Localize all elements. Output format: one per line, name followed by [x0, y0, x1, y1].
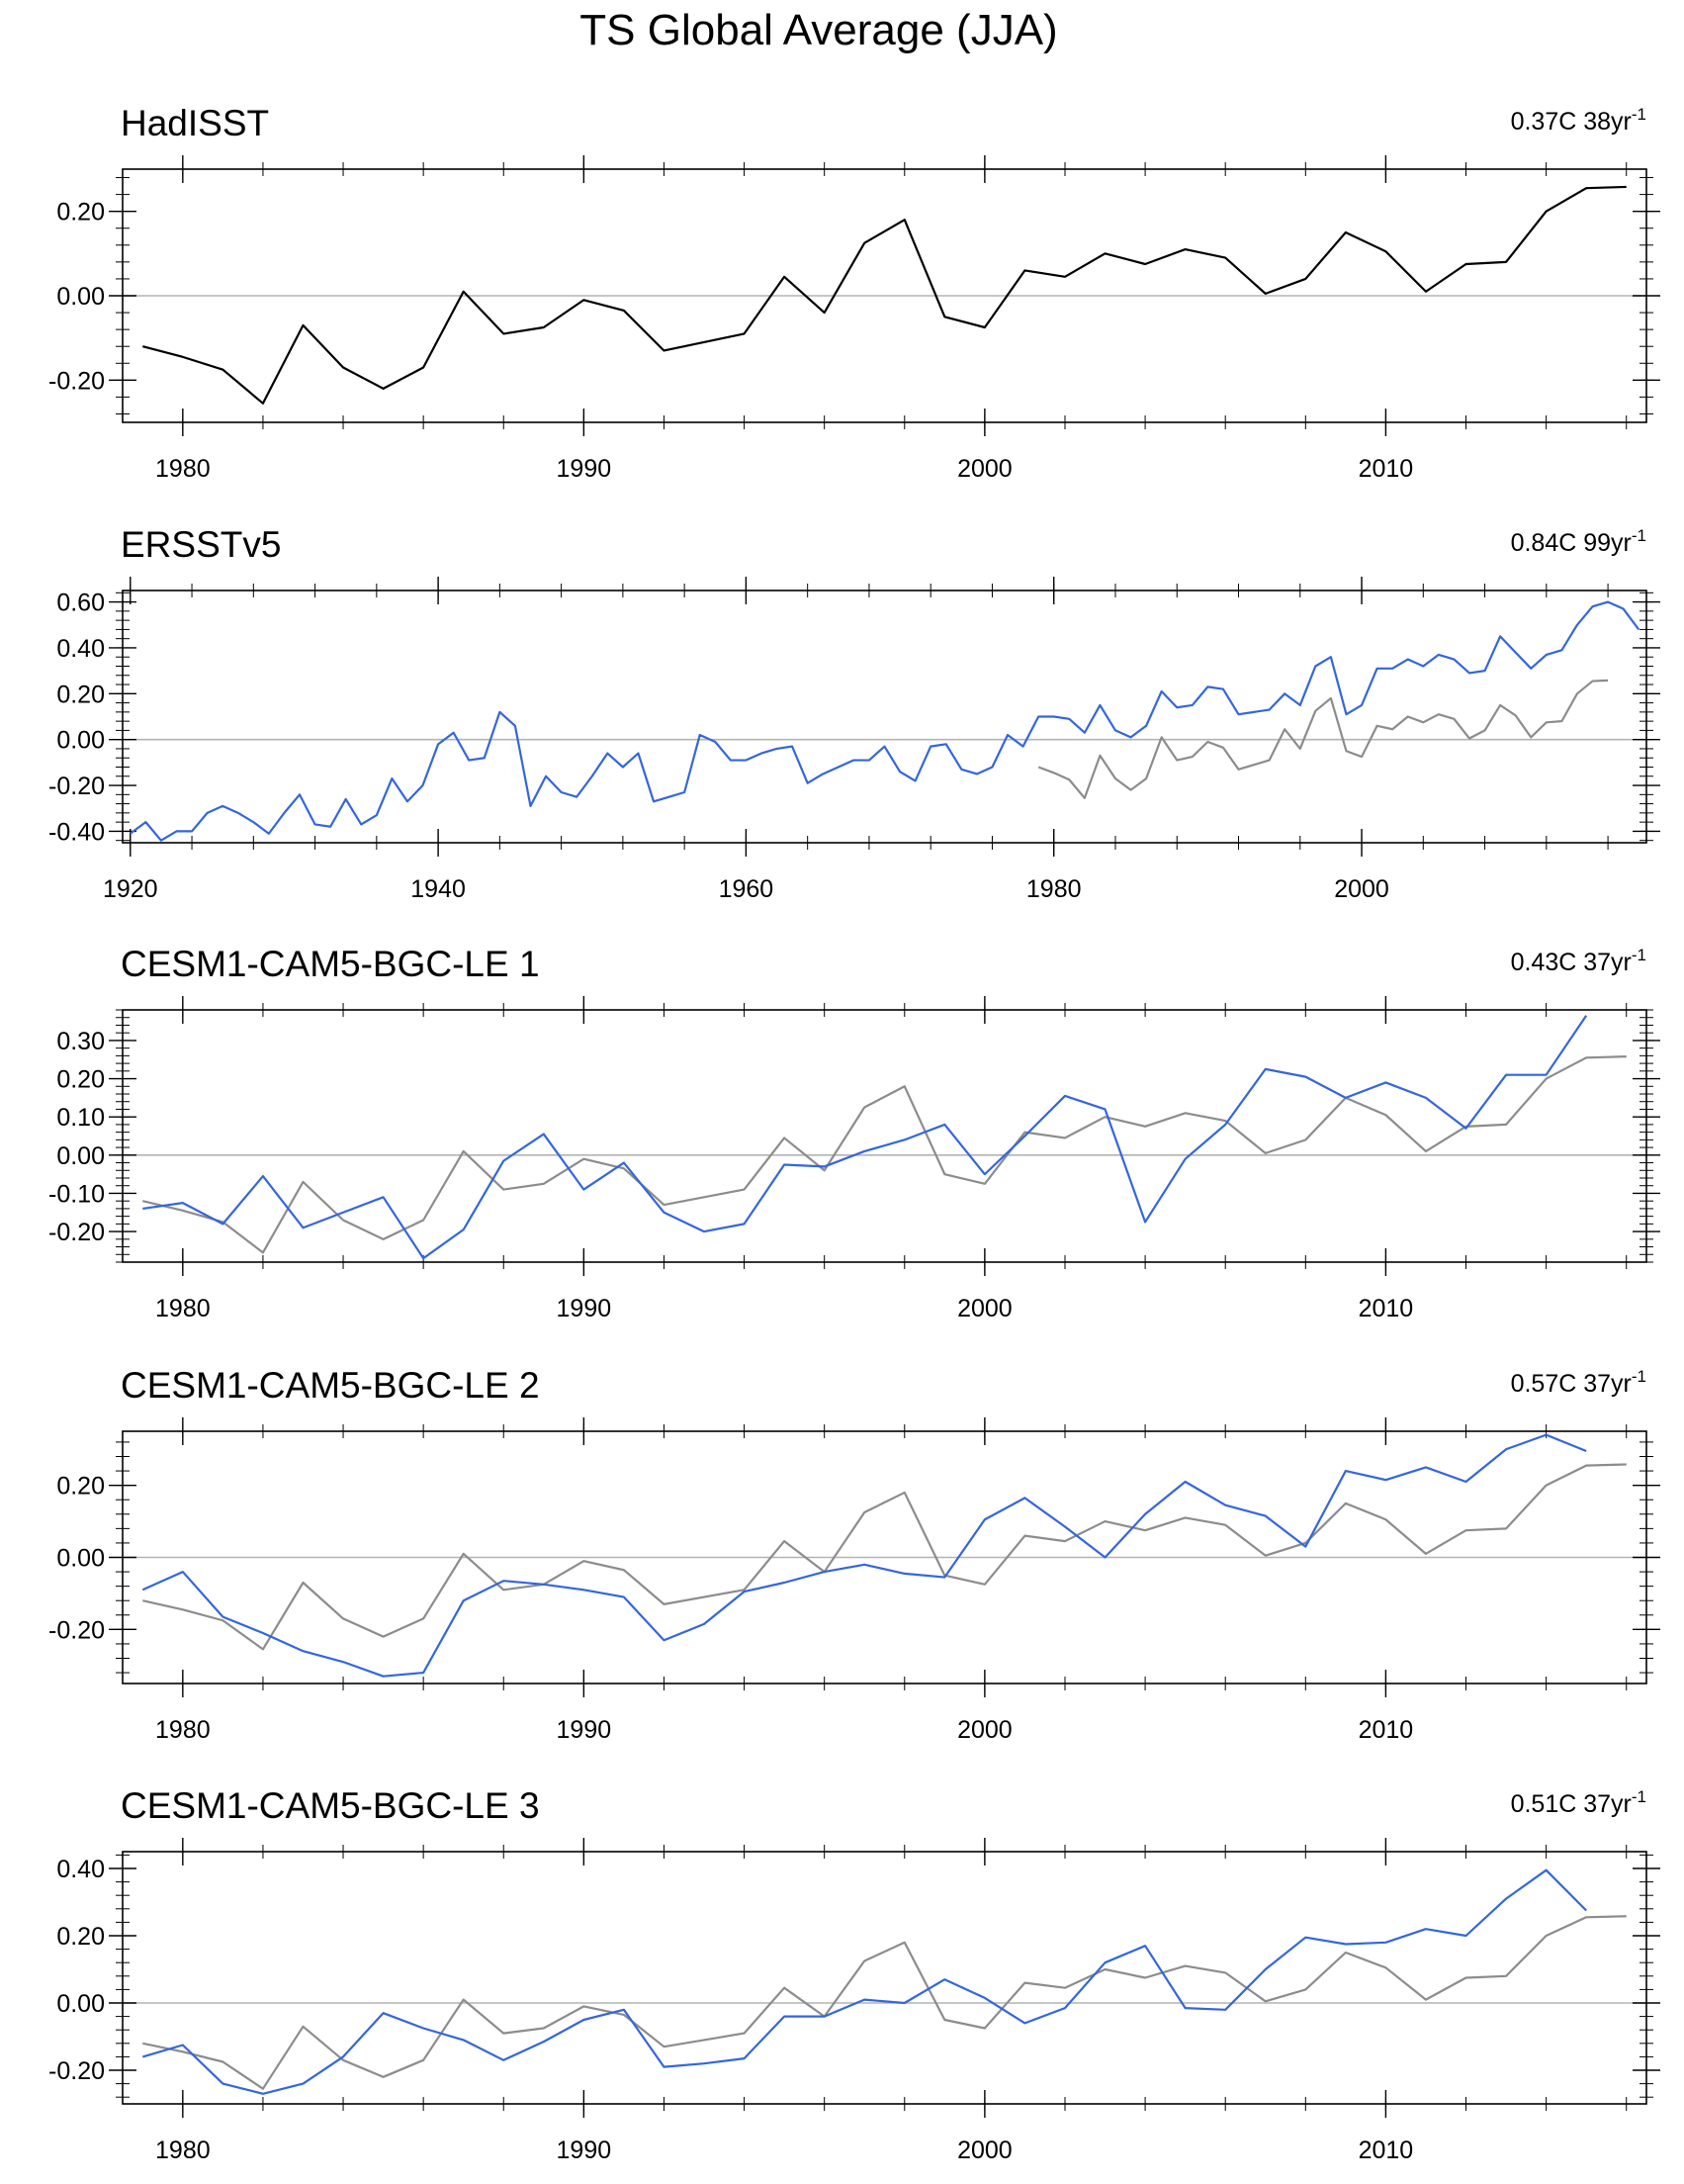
series-line-observed [142, 185, 1627, 405]
panel-title: ERSSTv5 [121, 524, 281, 565]
plot-frame [122, 1851, 1647, 2105]
x-tick-label: 2010 [1359, 2137, 1414, 2164]
chart-panel: CESM1-CAM5-BGC-LE 1 0.43C 37yr-1 -0.20 -0.1… [48, 944, 1660, 1322]
figure-title: TS Global Average (JJA) [579, 6, 1057, 54]
trend-exponent: -1 [1632, 1787, 1646, 1806]
series-line-model [130, 600, 1640, 842]
trend-value: 0.37C 38yr [1511, 108, 1632, 136]
y-tick-label: -0.20 [48, 1616, 105, 1644]
chart-panel: HadISST 0.37C 38yr-1 -0.20 0.00 0.20 1980 1990… [48, 103, 1660, 483]
x-tick-label: 1980 [155, 1295, 211, 1322]
x-tick-label: 2000 [957, 2137, 1013, 2164]
x-tick-label: 2010 [1359, 1295, 1414, 1322]
y-tick-label: 0.00 [56, 1545, 105, 1573]
plot-frame [122, 1430, 1647, 1684]
x-tick-label: 2000 [957, 1716, 1013, 1744]
y-tick-label: 0.40 [56, 635, 105, 663]
series-line-model [142, 1015, 1588, 1260]
y-tick-label: 0.60 [56, 590, 105, 617]
trend-value: 0.43C 37yr [1511, 949, 1632, 976]
x-tick-label: 1940 [410, 875, 466, 903]
y-tick-label: -0.20 [48, 1219, 105, 1246]
y-tick-label: -0.10 [48, 1180, 105, 1208]
trend-label: 0.37C 38yr-1 [1511, 105, 1646, 136]
series-line-reference [1037, 679, 1609, 799]
plot-frame [122, 168, 1647, 423]
series-line-reference [142, 1463, 1627, 1651]
x-tick-label: 1920 [103, 875, 158, 903]
x-tick-label: 1990 [557, 455, 612, 483]
panel-title: CESM1-CAM5-BGC-LE 1 [121, 944, 540, 984]
series-line-reference [142, 1915, 1627, 2090]
x-tick-label: 2010 [1359, 455, 1414, 483]
panel-title: CESM1-CAM5-BGC-LE 3 [121, 1785, 540, 1826]
chart-panel: ERSSTv5 0.84C 99yr-1 -0.40 -0.20 0.00 0.20 0.4… [48, 524, 1660, 903]
x-tick-label: 1980 [155, 1716, 211, 1744]
series-line-model [141, 1433, 1587, 1678]
y-tick-label: 0.20 [56, 199, 105, 227]
trend-exponent: -1 [1632, 946, 1646, 964]
trend-label: 0.57C 37yr-1 [1511, 1367, 1646, 1398]
x-tick-label: 1980 [155, 2137, 211, 2164]
y-tick-label: 0.30 [56, 1028, 105, 1055]
x-tick-label: 1960 [719, 875, 774, 903]
x-tick-label: 2000 [957, 455, 1013, 483]
y-tick-label: -0.40 [48, 818, 105, 846]
x-tick-label: 1980 [155, 455, 211, 483]
y-tick-label: 0.40 [56, 1856, 105, 1883]
trend-value: 0.84C 99yr [1511, 529, 1632, 557]
trend-label: 0.51C 37yr-1 [1511, 1787, 1646, 1818]
series-line-model [141, 1868, 1587, 2095]
trend-exponent: -1 [1632, 105, 1646, 124]
x-tick-label: 2000 [1334, 875, 1389, 903]
x-tick-label: 2010 [1359, 1716, 1414, 1744]
plot-frame [122, 1009, 1647, 1263]
y-tick-label: 0.00 [56, 727, 105, 755]
panel-title: CESM1-CAM5-BGC-LE 2 [121, 1365, 540, 1406]
y-tick-label: 0.20 [56, 1066, 105, 1094]
y-tick-label: 0.00 [56, 1142, 105, 1170]
trend-value: 0.57C 37yr [1511, 1370, 1632, 1398]
trend-exponent: -1 [1632, 1367, 1646, 1386]
x-tick-label: 1990 [557, 1295, 612, 1322]
x-tick-label: 2000 [957, 1295, 1013, 1322]
panel-title: HadISST [121, 103, 269, 143]
y-tick-label: 0.10 [56, 1104, 105, 1132]
y-tick-label: -0.20 [48, 773, 105, 800]
trend-label: 0.84C 99yr-1 [1511, 526, 1646, 557]
x-tick-label: 1990 [557, 1716, 612, 1744]
chart-panel: CESM1-CAM5-BGC-LE 2 0.57C 37yr-1 -0.20 0.00… [48, 1365, 1660, 1744]
y-tick-label: 0.00 [56, 283, 105, 311]
y-tick-label: 0.00 [56, 1990, 105, 2018]
y-tick-label: 0.20 [56, 1923, 105, 1951]
plot-frame [122, 590, 1647, 844]
trend-exponent: -1 [1632, 526, 1646, 545]
trend-label: 0.43C 37yr-1 [1511, 946, 1646, 976]
y-tick-label: -0.20 [48, 367, 105, 395]
y-tick-label: 0.20 [56, 681, 105, 708]
chart-panel: CESM1-CAM5-BGC-LE 3 0.51C 37yr-1 -0.20 0.00… [48, 1785, 1660, 2164]
y-tick-label: -0.20 [48, 2057, 105, 2085]
series-line-reference [142, 1055, 1627, 1254]
y-tick-label: 0.20 [56, 1473, 105, 1501]
trend-value: 0.51C 37yr [1511, 1790, 1632, 1818]
x-tick-label: 1990 [557, 2137, 612, 2164]
x-tick-label: 1980 [1026, 875, 1082, 903]
